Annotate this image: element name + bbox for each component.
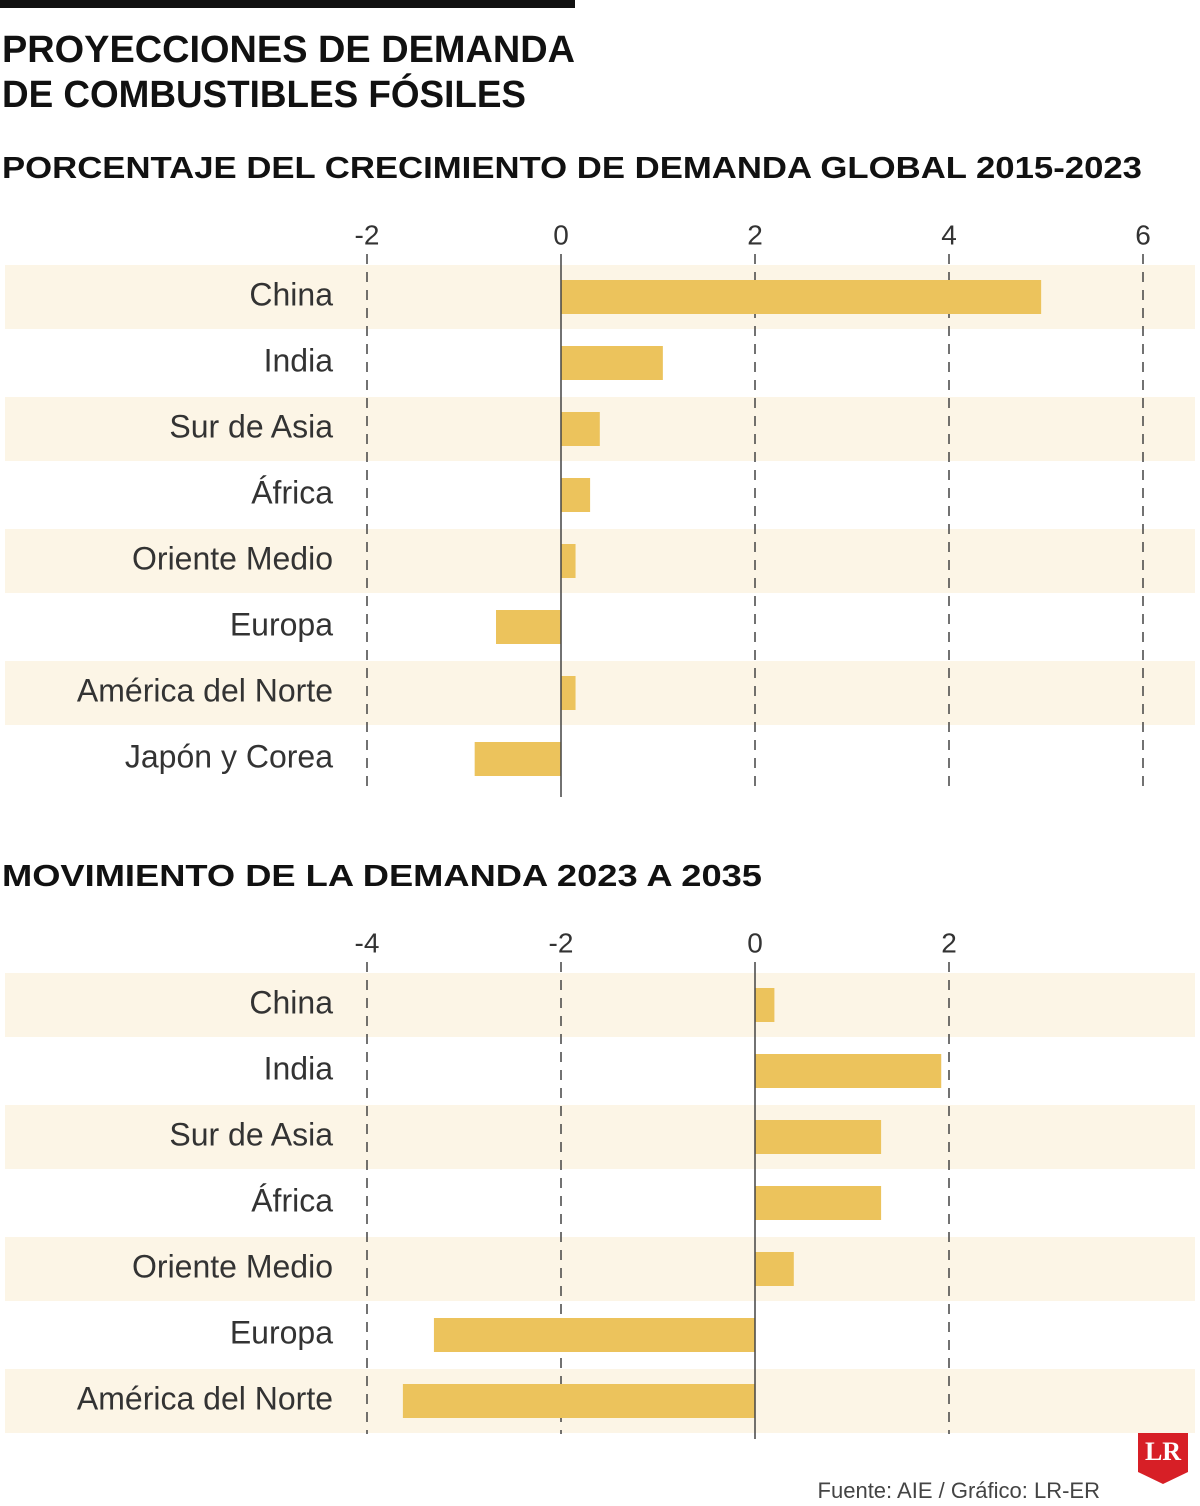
x-tick-label: 2: [747, 219, 763, 250]
category-label: América del Norte: [77, 672, 333, 708]
bar: [561, 478, 591, 512]
row-stripe: [5, 661, 1195, 725]
row-stripe: [5, 973, 1195, 1037]
bar: [561, 346, 663, 380]
x-tick-label: -2: [549, 927, 574, 958]
bar: [755, 988, 775, 1022]
bar: [561, 544, 576, 578]
category-label: Sur de Asia: [169, 1116, 333, 1152]
bar: [561, 412, 600, 446]
category-label: India: [264, 342, 334, 378]
category-label: China: [249, 276, 333, 312]
category-label: Sur de Asia: [169, 408, 333, 444]
category-label: China: [249, 984, 333, 1020]
x-tick-label: 0: [553, 219, 569, 250]
source: Fuente: AIE / Gráfico: LR-ER: [818, 1478, 1100, 1503]
bar: [755, 1054, 942, 1088]
logo-badge: [1138, 1430, 1188, 1484]
category-label: Japón y Corea: [125, 738, 333, 774]
chart-title: MOVIMIENTO DE LA DEMANDA 2023 A 2035: [2, 858, 762, 893]
top-rule: [0, 0, 575, 8]
bar: [474, 742, 561, 776]
x-tick-label: 2: [941, 927, 957, 958]
row-stripe: [5, 529, 1195, 593]
bar: [496, 610, 561, 644]
x-tick-label: 6: [1135, 219, 1151, 250]
bar: [561, 676, 576, 710]
category-label: Europa: [230, 606, 333, 642]
category-label: India: [264, 1050, 334, 1086]
logo: LR: [1145, 1437, 1181, 1466]
chart-title: PORCENTAJE DEL CRECIMIENTO DE DEMANDA GL…: [2, 150, 1142, 185]
row-stripe: [5, 397, 1195, 461]
category-label: América del Norte: [77, 1380, 333, 1416]
bar: [755, 1120, 882, 1154]
category-label: Europa: [230, 1314, 333, 1350]
category-label: África: [251, 474, 333, 510]
title-line: DE COMBUSTIBLES FÓSILES: [2, 72, 526, 116]
x-tick-label: 4: [941, 219, 957, 250]
category-label: Oriente Medio: [132, 1248, 333, 1284]
x-tick-label: -2: [355, 219, 380, 250]
bar: [755, 1186, 882, 1220]
bar: [561, 280, 1042, 314]
x-tick-label: 0: [747, 927, 763, 958]
bar: [755, 1252, 794, 1286]
x-tick-label: -4: [355, 927, 380, 958]
row-stripe: [5, 1237, 1195, 1301]
title-line: PROYECCIONES DE DEMANDA: [2, 29, 575, 71]
row-stripe: [5, 1105, 1195, 1169]
bar: [433, 1318, 755, 1352]
category-label: África: [251, 1182, 333, 1218]
category-label: Oriente Medio: [132, 540, 333, 576]
bar: [402, 1384, 755, 1418]
